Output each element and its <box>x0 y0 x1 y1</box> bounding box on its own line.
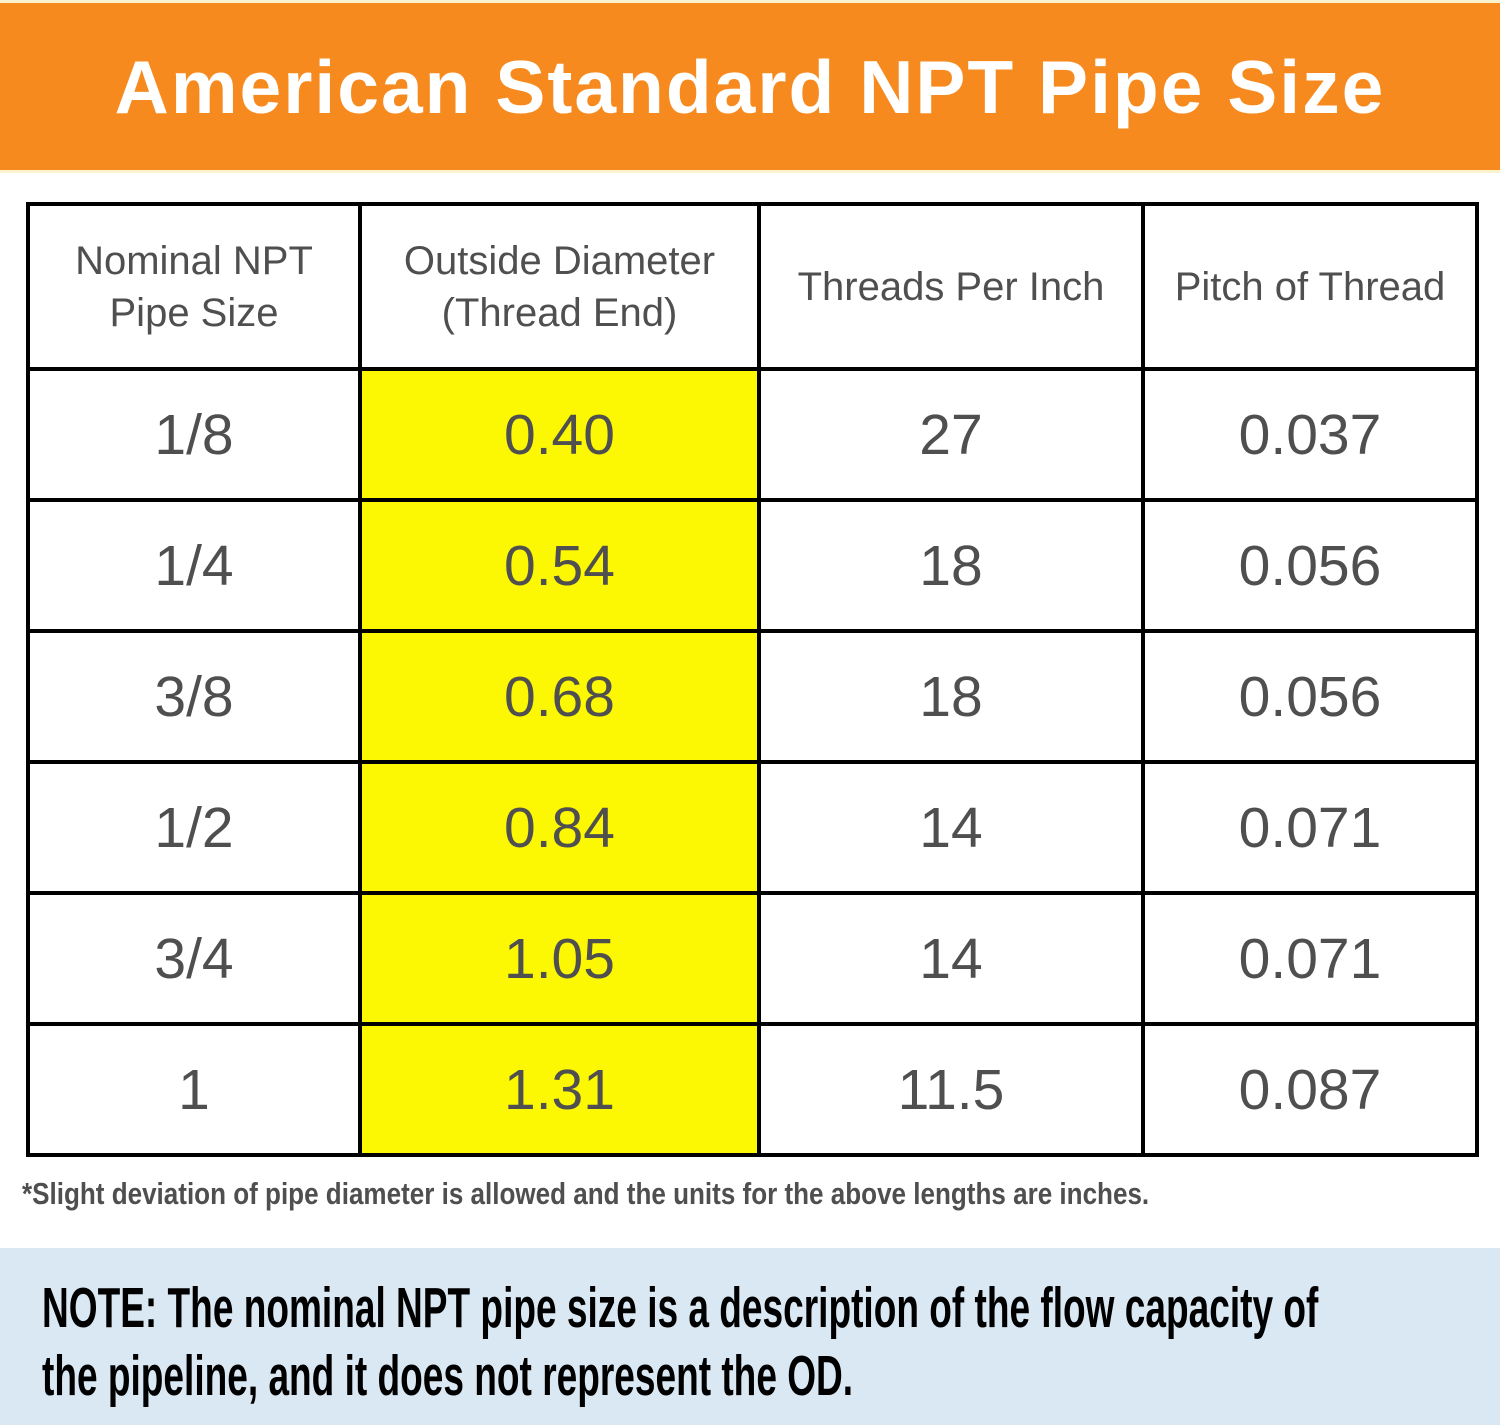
table-cell: 3/4 <box>26 891 362 1026</box>
table-cell: 0.087 <box>1141 1022 1479 1157</box>
table-cell: 1/4 <box>26 498 362 633</box>
table-cell: 1.05 <box>358 891 761 1026</box>
table-cell: 18 <box>757 629 1145 764</box>
column-header-3: Threads Per Inch <box>757 202 1145 371</box>
table-cell: 1/8 <box>26 367 362 502</box>
column-header-1: Nominal NPT Pipe Size <box>26 202 362 371</box>
table-cell: 0.40 <box>358 367 761 502</box>
table-cell: 1.31 <box>358 1022 761 1157</box>
table-cell: 3/8 <box>26 629 362 764</box>
table-row: 3/4 1.05 14 0.071 <box>26 891 1479 1026</box>
note-line-1: NOTE: The nominal NPT pipe size is a des… <box>42 1276 1319 1340</box>
table-cell: 14 <box>757 891 1145 1026</box>
table-cell: 1/2 <box>26 760 362 895</box>
table-cell: 0.056 <box>1141 629 1479 764</box>
table-cell: 27 <box>757 367 1145 502</box>
note-line-2: the pipeline, and it does not represent … <box>42 1344 854 1409</box>
table-cell: 11.5 <box>757 1022 1145 1157</box>
table-row: 3/8 0.68 18 0.056 <box>26 629 1479 764</box>
table-cell: 18 <box>757 498 1145 633</box>
table-cell: 0.056 <box>1141 498 1479 633</box>
table-cell: 14 <box>757 760 1145 895</box>
note-band: NOTE: The nominal NPT pipe size is a des… <box>0 1248 1500 1425</box>
table-cell: 0.68 <box>358 629 761 764</box>
title-banner: American Standard NPT Pipe Size <box>0 0 1500 173</box>
table-row: 1/4 0.54 18 0.056 <box>26 498 1479 633</box>
table-cell: 1 <box>26 1022 362 1157</box>
column-header-4: Pitch of Thread <box>1141 202 1479 371</box>
table-row: 1/8 0.40 27 0.037 <box>26 367 1479 502</box>
table-cell: 0.071 <box>1141 760 1479 895</box>
table-cell: 0.071 <box>1141 891 1479 1026</box>
table-row: 1/2 0.84 14 0.071 <box>26 760 1479 895</box>
table-cell: 0.037 <box>1141 367 1479 502</box>
table-cell: 0.54 <box>358 498 761 633</box>
table-row: 1 1.31 11.5 0.087 <box>26 1022 1479 1157</box>
table-cell: 0.84 <box>358 760 761 895</box>
footnote: *Slight deviation of pipe diameter is al… <box>22 1176 1150 1211</box>
page-title: American Standard NPT Pipe Size <box>114 44 1386 129</box>
table-header-row: Nominal NPT Pipe Size Outside Diameter (T… <box>26 202 1479 371</box>
note-text: NOTE: The nominal NPT pipe size is a des… <box>42 1274 1500 1411</box>
column-header-2: Outside Diameter (Thread End) <box>358 202 761 371</box>
npt-size-table: Nominal NPT Pipe Size Outside Diameter (T… <box>26 202 1479 1157</box>
